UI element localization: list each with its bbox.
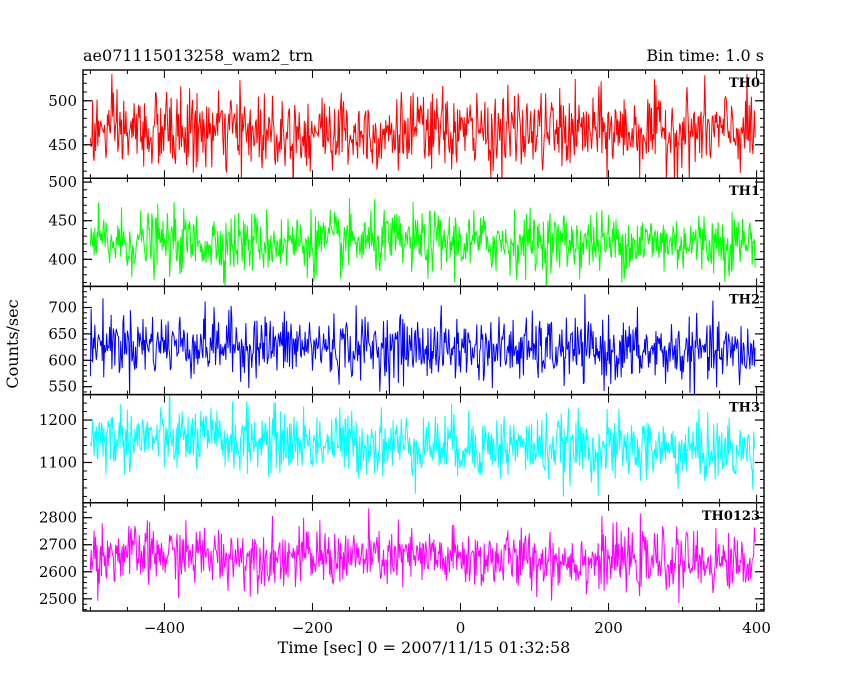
x-tick-label: 200	[594, 619, 623, 637]
y-tick-label: 1100	[39, 453, 77, 471]
panel-th0123: 2500 2600 2700 2800 TH0123	[39, 502, 765, 612]
y-tick-label: 500	[48, 173, 77, 191]
panel-label: TH0123	[702, 509, 760, 524]
panel-frame	[82, 177, 765, 288]
y-tick-label: 500	[48, 92, 77, 110]
y-tick-label: 400	[48, 250, 77, 268]
bin-time-label: Bin time: 1.0 s	[646, 46, 764, 65]
y-tick-label: 650	[48, 325, 77, 343]
y-tick-label: 450	[48, 136, 77, 154]
chart-title: ae071115013258_wam2_trn	[83, 46, 313, 65]
panel-label: TH0	[729, 76, 760, 91]
panel-label: TH3	[729, 401, 760, 416]
y-tick-label: 550	[48, 378, 77, 396]
series-line-th3	[89, 394, 756, 497]
x-tick-label: 400	[742, 619, 771, 637]
x-axis-label: Time [sec] 0 = 2007/11/15 01:32:58	[278, 638, 571, 657]
y-tick-label: 450	[48, 212, 77, 230]
y-tick-label: 700	[48, 299, 77, 317]
series-line-th2	[89, 294, 756, 395]
panel-label: TH2	[729, 292, 760, 307]
y-tick-label: 2500	[39, 590, 77, 608]
panels-group: 450 500 TH0 400 450 500 TH1 550 600 650 700 TH2 1100…	[39, 69, 771, 637]
series-line-th0123	[89, 508, 756, 603]
y-tick-label: 2800	[39, 509, 77, 527]
y-tick-label: 1200	[39, 411, 77, 429]
panel-label: TH1	[729, 184, 760, 199]
panel-th2: 550 600 650 700 TH2	[48, 285, 765, 396]
series-line-th1	[89, 198, 756, 287]
y-axis-label: Counts/sec	[3, 299, 22, 388]
panel-th3: 1100 1200 TH3	[39, 393, 765, 504]
x-tick-label: −400	[144, 619, 185, 637]
panel-th0: 450 500 TH0	[48, 69, 765, 179]
y-tick-label: 600	[48, 351, 77, 369]
x-tick-label: −200	[292, 619, 333, 637]
y-tick-label: 2600	[39, 563, 77, 581]
y-tick-label: 2700	[39, 536, 77, 554]
panel-th1: 400 450 500 TH1	[48, 173, 765, 288]
series-line-th0	[89, 73, 756, 179]
x-tick-label: 0	[456, 619, 466, 637]
